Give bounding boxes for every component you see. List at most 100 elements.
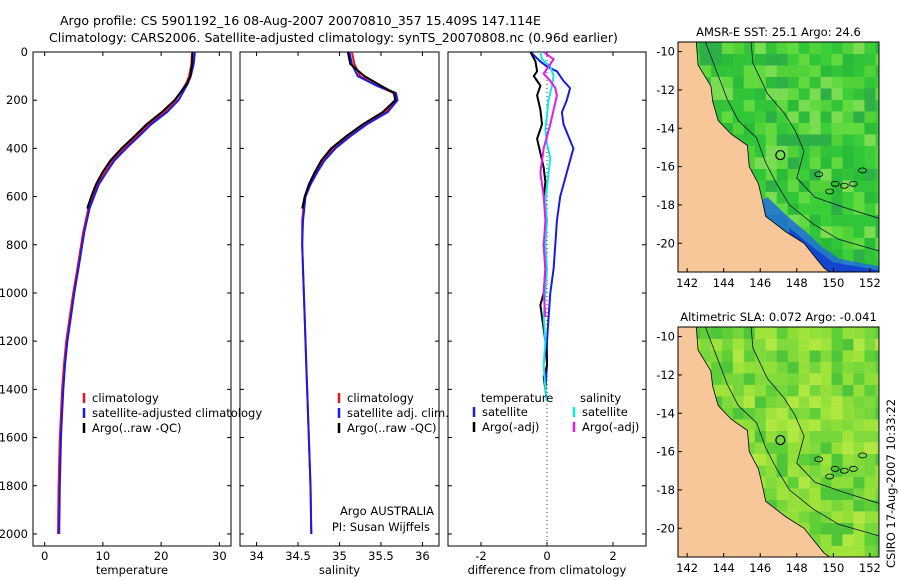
map-cell bbox=[710, 338, 723, 351]
map-argo-marker bbox=[775, 434, 786, 446]
map-cell bbox=[831, 122, 843, 135]
map-cell bbox=[853, 237, 865, 250]
sal-xtick-label: 35.5 bbox=[368, 549, 394, 563]
temp-ytick-label: 0 bbox=[21, 45, 28, 59]
map-cell bbox=[842, 99, 854, 112]
map-xtick-label: 142 bbox=[676, 276, 698, 290]
map-cell bbox=[853, 522, 865, 535]
map-cell bbox=[787, 122, 800, 135]
map-cell bbox=[743, 430, 756, 443]
map-cell bbox=[842, 396, 854, 408]
map-cell bbox=[732, 396, 745, 408]
map-cell bbox=[875, 42, 879, 54]
map-cell bbox=[765, 465, 778, 477]
map-cell bbox=[743, 338, 756, 351]
map-cell bbox=[765, 99, 778, 112]
map-argo-marker bbox=[775, 149, 786, 161]
map-xtick-label: 150 bbox=[822, 276, 844, 290]
map-cell bbox=[798, 453, 811, 466]
map-cell bbox=[853, 442, 865, 454]
sal-xaxis-label: salinity bbox=[319, 563, 360, 577]
map-cell bbox=[743, 122, 756, 135]
map-cell bbox=[721, 396, 734, 408]
temp-series-line bbox=[58, 51, 196, 535]
map-cell bbox=[765, 350, 778, 362]
map-cell bbox=[809, 180, 822, 192]
temp-ytick-label: 1200 bbox=[0, 334, 28, 348]
map-cell bbox=[754, 442, 767, 454]
diff-xtick-label: 2 bbox=[609, 549, 616, 563]
map-cell bbox=[721, 122, 734, 135]
map-cell bbox=[765, 327, 778, 339]
map-cell bbox=[721, 111, 734, 123]
map-cell bbox=[765, 396, 778, 408]
map-cell bbox=[875, 226, 879, 238]
map-cell bbox=[853, 226, 865, 238]
map-cell bbox=[831, 53, 843, 66]
map-cell bbox=[831, 384, 843, 397]
temp-legend-label: Argo(..raw -QC) bbox=[92, 421, 182, 435]
map-cell bbox=[864, 168, 876, 181]
map-cell bbox=[776, 361, 789, 374]
map-cell bbox=[732, 42, 745, 54]
map-cell bbox=[754, 396, 767, 408]
map-ytick-label: -20 bbox=[656, 521, 675, 535]
map-cell bbox=[787, 384, 800, 397]
map-cell bbox=[809, 203, 822, 215]
temp-xtick-label: 30 bbox=[212, 549, 227, 563]
map-cell bbox=[798, 134, 811, 146]
map-cell bbox=[809, 373, 822, 385]
map-contour bbox=[705, 327, 879, 537]
diff-sal-legend-label: Argo(-adj) bbox=[582, 420, 639, 434]
map-cell bbox=[875, 168, 879, 181]
map-cell bbox=[831, 111, 843, 123]
map-cell bbox=[787, 134, 800, 146]
map-cell bbox=[853, 407, 865, 420]
map-cell bbox=[798, 203, 811, 215]
map-cell bbox=[842, 384, 854, 397]
map-cell bbox=[787, 88, 800, 100]
temp-series-line bbox=[57, 51, 193, 535]
map-xtick-label: 152 bbox=[859, 561, 881, 575]
map-cell bbox=[710, 361, 723, 374]
map-cell bbox=[853, 373, 865, 385]
map-cell bbox=[831, 373, 843, 385]
map-cell bbox=[798, 350, 811, 362]
map-cell bbox=[864, 407, 876, 420]
map-cell bbox=[842, 65, 854, 77]
map-cell bbox=[776, 99, 789, 112]
diff-sal-legend-label: satellite bbox=[582, 405, 628, 419]
map-cell bbox=[743, 407, 756, 420]
map-cell bbox=[875, 396, 879, 408]
map-cell bbox=[820, 88, 832, 100]
map-cell bbox=[776, 373, 789, 385]
map-sla: 142 144 146 148 150 152 -10 -12 -14 -16 -18 -20 Alti… bbox=[656, 310, 881, 575]
map-cell bbox=[831, 76, 843, 89]
map-cell bbox=[798, 42, 811, 54]
map-cell bbox=[853, 214, 865, 227]
map-cell bbox=[721, 338, 734, 351]
map-cell bbox=[864, 88, 876, 100]
map-cell bbox=[864, 396, 876, 408]
map-cell bbox=[820, 534, 832, 546]
map-cell bbox=[754, 430, 767, 443]
map-cell bbox=[853, 545, 865, 557]
map-cell bbox=[765, 430, 778, 443]
map-cell bbox=[875, 122, 879, 135]
map-cell bbox=[732, 99, 745, 112]
diff-series-line bbox=[529, 51, 575, 402]
map-cell bbox=[776, 488, 789, 500]
map-frame bbox=[677, 326, 880, 558]
map-cell bbox=[765, 361, 778, 374]
map-cell bbox=[864, 430, 876, 443]
map-cell bbox=[853, 350, 865, 362]
map-cell bbox=[864, 76, 876, 89]
map-cell bbox=[776, 76, 789, 89]
map-cell bbox=[776, 384, 789, 397]
map-cell bbox=[776, 419, 789, 431]
map-cell bbox=[754, 180, 767, 192]
map-cell bbox=[842, 122, 854, 135]
map-cell bbox=[864, 42, 876, 54]
map-cell bbox=[765, 88, 778, 100]
map-cell bbox=[710, 42, 723, 54]
